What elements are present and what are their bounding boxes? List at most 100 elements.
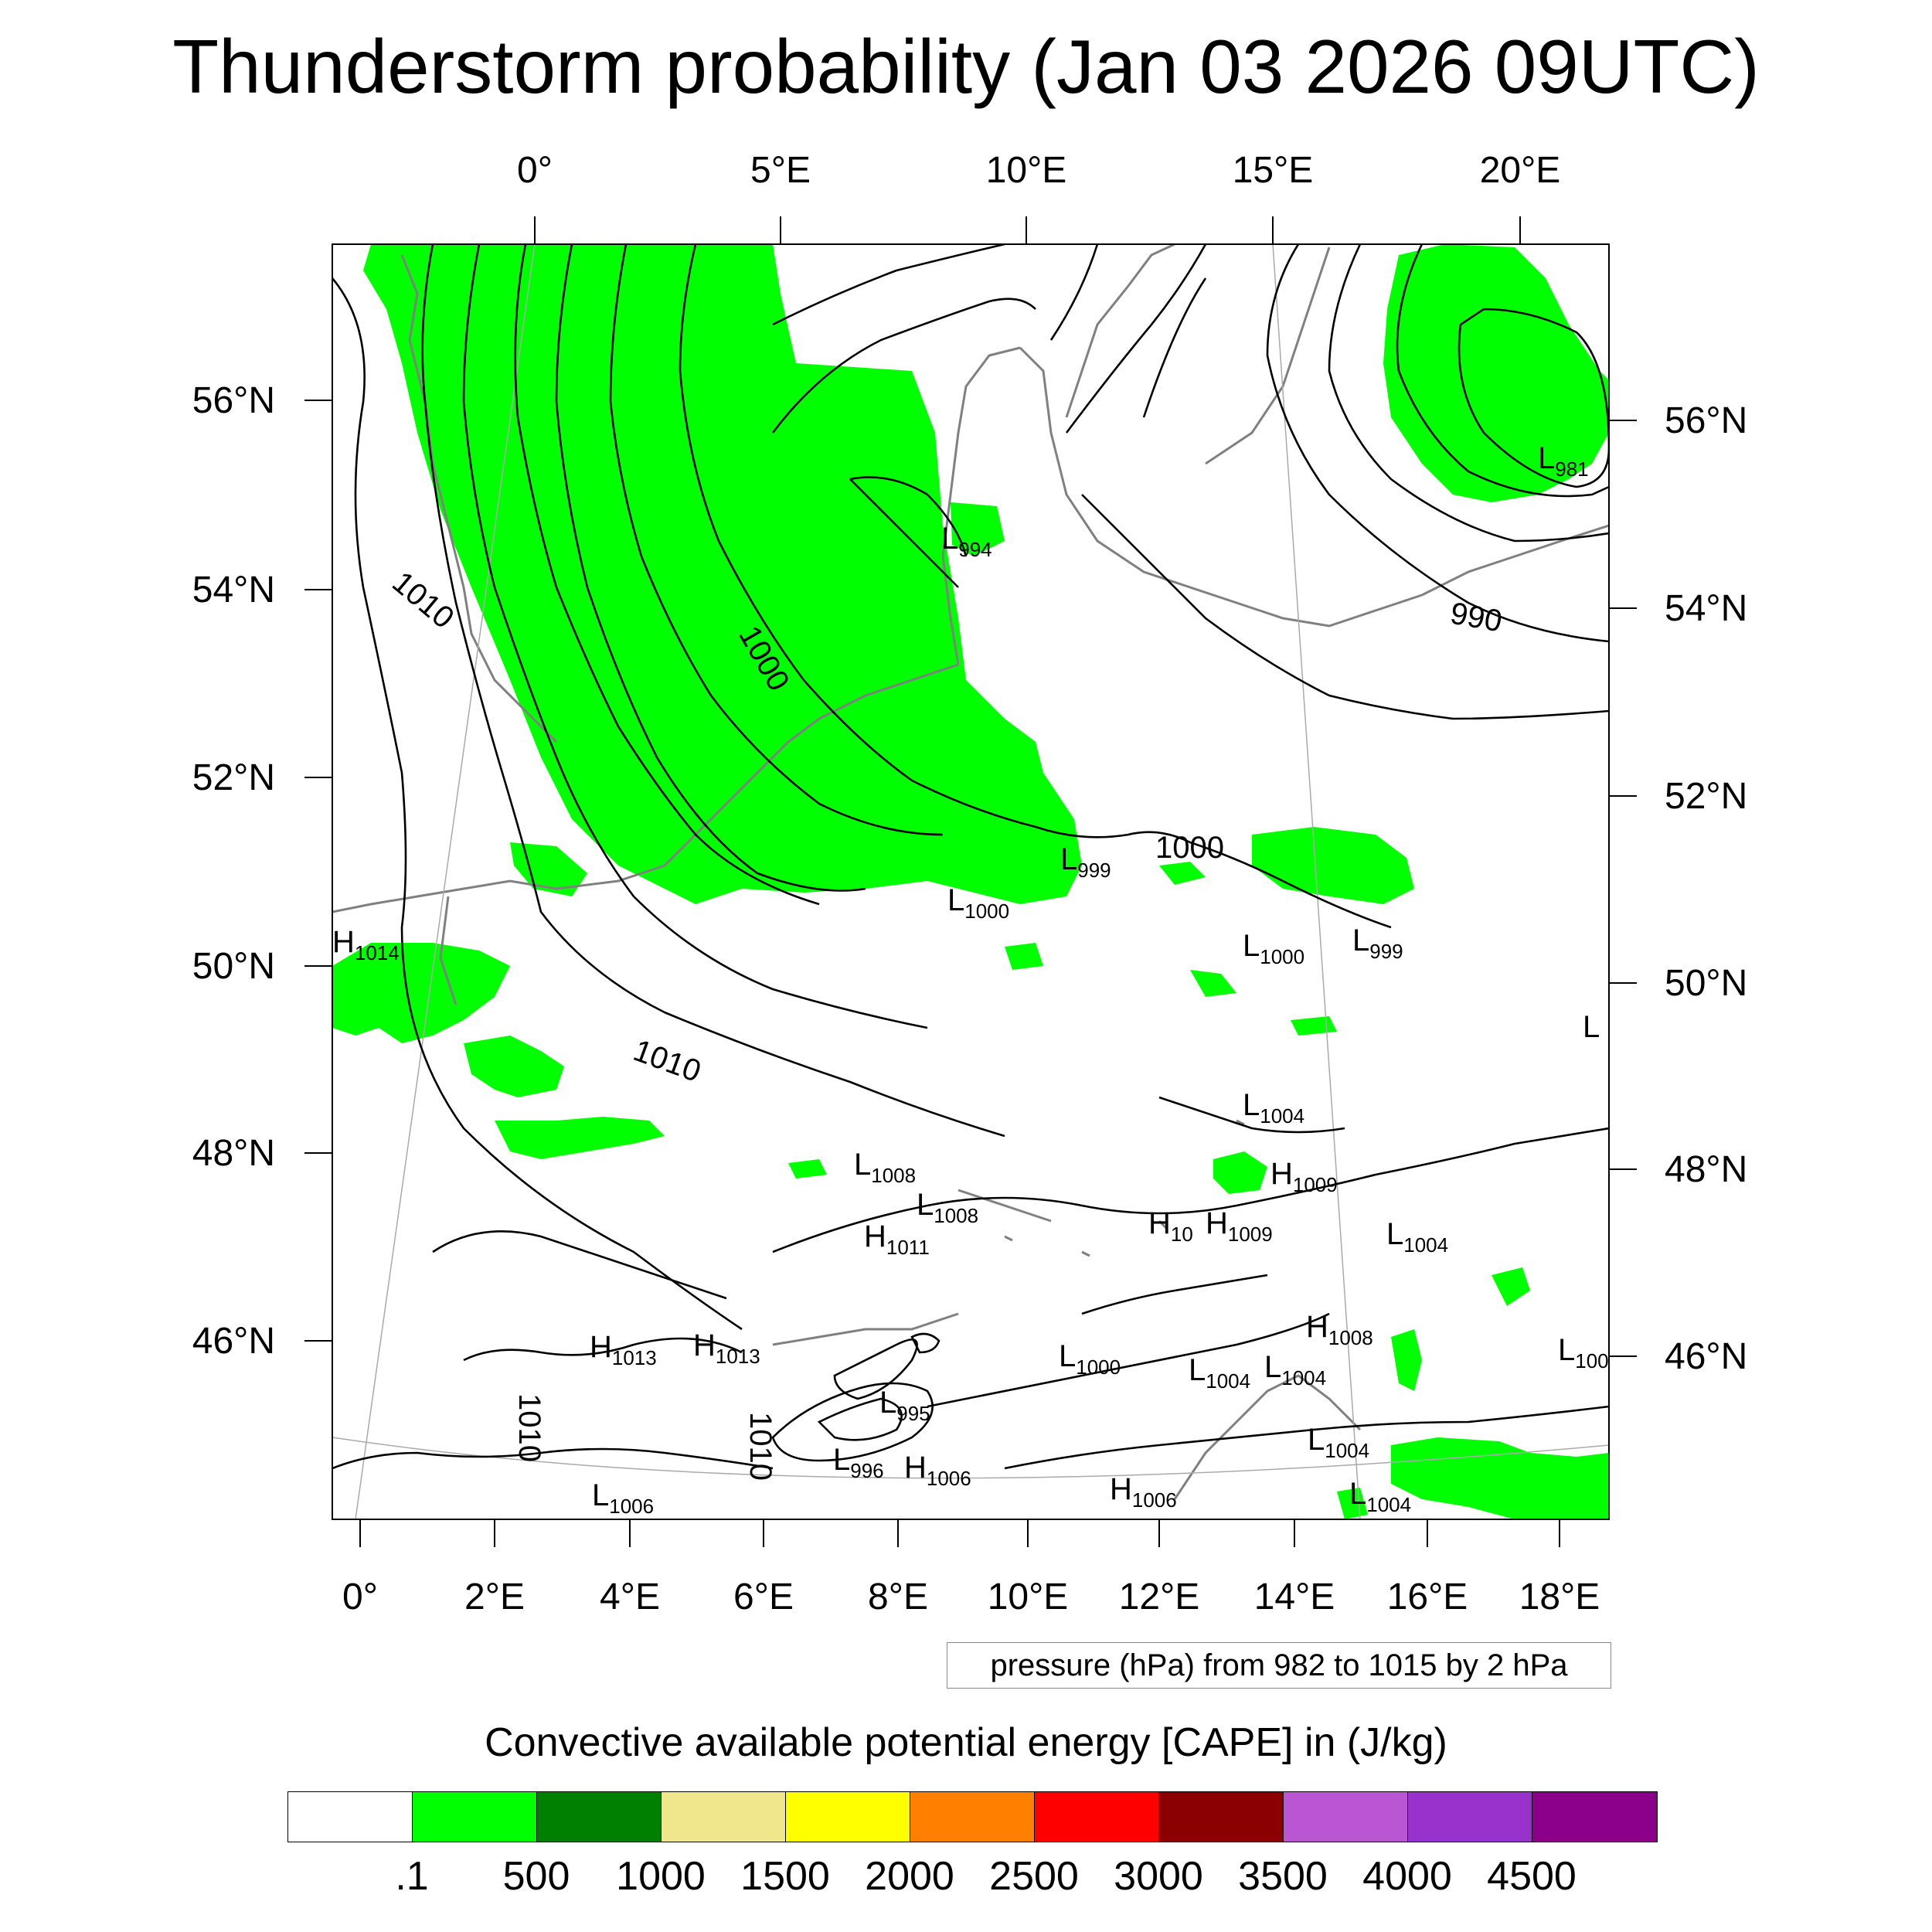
top-lon-label: 15°E [1233, 150, 1314, 191]
colorbar-label: 1500 [740, 1854, 830, 1899]
isobar-alps-1 [833, 1338, 918, 1400]
colorbar-label: 3500 [1238, 1854, 1328, 1899]
colorbar-label: 1000 [616, 1854, 706, 1899]
cape-region-czech [1213, 1151, 1267, 1194]
pressure-center-label: L1004 [1308, 1423, 1369, 1462]
isobar-south-4 [772, 1127, 1609, 1253]
cape-region-small-5 [1005, 943, 1043, 970]
isobar-east-2 [1081, 1274, 1268, 1315]
cape-region-slovakia [1492, 1267, 1530, 1306]
isobar-996-e [1065, 244, 1207, 434]
coast-baltic-east [1421, 524, 1609, 597]
isobar-994 [849, 476, 968, 588]
colorbar-swatch [1159, 1792, 1284, 1842]
coast-dots [1004, 1119, 1245, 1257]
isobar-alps-2 [817, 1397, 903, 1441]
cape-region-croatia [1391, 1329, 1422, 1391]
isobar-992 [1142, 277, 1207, 418]
pressure-center-label: L1008 [854, 1148, 916, 1187]
isobars [332, 244, 1609, 1470]
pressure-center-label: H1011 [864, 1219, 930, 1259]
colorbar-title: Convective available potential energy [C… [485, 1720, 1447, 1765]
isobar-996 [771, 298, 1036, 434]
colorbar-swatch [413, 1792, 537, 1842]
colorbar-swatch [910, 1792, 1035, 1842]
isobar-1002 [609, 244, 944, 836]
cape-region-small-1 [1159, 862, 1206, 885]
pressure-center-label: H1006 [904, 1451, 971, 1490]
top-lon-label: 20°E [1480, 150, 1561, 191]
pressure-center-label: H1008 [1306, 1310, 1373, 1349]
top-lon-label: 10°E [986, 150, 1067, 191]
isobar-990 [1266, 244, 1609, 643]
pressure-center-label: H1006 [1110, 1472, 1177, 1512]
left-lat-label: 54°N [192, 570, 275, 611]
coast-italy-north [772, 1312, 959, 1346]
pressure-center-label: H10 [1148, 1206, 1193, 1246]
right-lat-label: 46°N [1665, 1336, 1747, 1377]
bottom-lon-label: 10°E [988, 1577, 1069, 1617]
cape-region-small-3 [1291, 1016, 1337, 1036]
colorbar-label: 2500 [989, 1854, 1079, 1899]
isobar-994-e [1081, 494, 1609, 720]
colorbar-swatch [1408, 1792, 1532, 1842]
colorbar-swatch [1284, 1792, 1408, 1842]
pressure-center-label: L1006 [592, 1478, 654, 1518]
pressure-center-label: L996 [833, 1443, 884, 1482]
cape-region-france-3 [495, 1117, 665, 1159]
pressure-center-label: L100 [1558, 1333, 1609, 1372]
right-lat-label: 50°N [1665, 963, 1747, 1004]
pressure-center-label: L1004 [1189, 1353, 1250, 1393]
coast-adriatic [1173, 1374, 1362, 1500]
bottom-lon-label: 0° [342, 1577, 378, 1617]
pressure-center-label: L1004 [1386, 1217, 1448, 1257]
pressure-center-label: H1009 [1206, 1206, 1273, 1246]
contour-label-1010-fr: 1010 [629, 1033, 706, 1089]
colorbar-label: 3000 [1114, 1854, 1203, 1899]
cape-region-north-east [1383, 244, 1609, 502]
isobar-984 [1458, 308, 1609, 488]
colorbar [287, 1791, 1658, 1842]
right-lat-label: 54°N [1665, 588, 1747, 629]
isobar-east-1 [1158, 1096, 1345, 1134]
pressure-center-label: L1000 [1243, 929, 1304, 968]
pressure-center-label: L1004 [1349, 1477, 1411, 1516]
bottom-lon-label: 6°E [733, 1577, 794, 1617]
coast-channel [332, 879, 557, 913]
cape-region-poland [1252, 827, 1414, 904]
pressure-center-label: L981 [1538, 441, 1589, 481]
coast-danube [957, 1189, 1052, 1223]
bottom-lon-label: 12°E [1119, 1577, 1200, 1617]
cape-region-hungary [1391, 1437, 1609, 1519]
axis-ticks [304, 216, 1637, 1547]
pressure-center-label: L999 [1060, 842, 1111, 882]
isobar-south-6 [1004, 1405, 1609, 1470]
contour-label-1010-alps: 1010 [743, 1412, 777, 1481]
colorbar-label: .1 [395, 1854, 429, 1899]
contour-label-1000-e: 1000 [1155, 831, 1224, 865]
coast-sweden-east [1205, 247, 1331, 465]
cape-field [332, 244, 1609, 1519]
colorbar-swatch [288, 1792, 413, 1842]
isobar-south-3 [332, 1447, 774, 1470]
isobar-1006 [514, 244, 820, 906]
colorbar-label: 500 [502, 1854, 570, 1899]
left-lat-label: 48°N [192, 1133, 275, 1174]
cape-region-france [332, 943, 510, 1043]
right-lat-label: 48°N [1665, 1149, 1747, 1190]
cape-region-main [363, 244, 1082, 904]
isobar-south-2 [463, 1337, 743, 1362]
colorbar-label: 2000 [865, 1854, 954, 1899]
bottom-lon-label: 16°E [1387, 1577, 1468, 1617]
isobar-998 [772, 244, 1005, 326]
right-lat-label: 52°N [1665, 776, 1747, 817]
coast-denmark [941, 346, 1021, 665]
coast-uk-east [400, 254, 558, 743]
isobar-alps-3 [771, 1382, 934, 1462]
bottom-lon-label: 8°E [868, 1577, 928, 1617]
pressure-center-label: H1009 [1270, 1157, 1338, 1196]
isobar-986 [1396, 244, 1609, 498]
isobar-alps-4 [910, 1332, 940, 1354]
pressure-center-label: H1014 [332, 925, 400, 964]
